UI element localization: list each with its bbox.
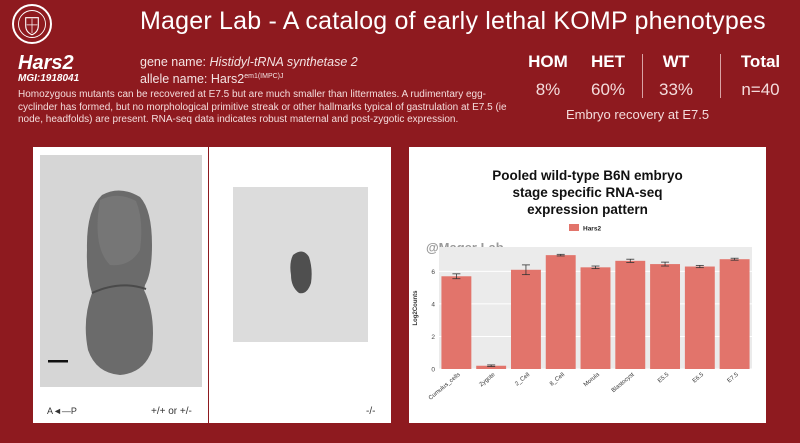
genotype-wildtype-label: +/+ or +/- <box>151 406 192 417</box>
phenotype-description: Homozygous mutants can be recovered at E… <box>18 89 507 125</box>
x-tick-label: E5.5 <box>657 372 671 385</box>
mutant-embryo-photo <box>233 187 368 342</box>
stat-header-hom: HOM <box>528 52 568 71</box>
stat-divider <box>720 54 721 98</box>
page-title: Mager Lab - A catalog of early lethal KO… <box>140 7 766 35</box>
gene-name-value: Histidyl-tRNA synthetase 2 <box>209 55 358 69</box>
stat-value-hom: 8% <box>535 80 561 99</box>
chart-bar <box>441 276 472 369</box>
gene-symbol: Hars2 <box>18 52 74 74</box>
chart-bar <box>650 264 681 369</box>
mgi-id: MGI:1918041 <box>18 73 80 84</box>
chart-title: Pooled wild-type B6N embryo stage specif… <box>409 167 766 218</box>
embryo-images-panel: A◄—P +/+ or +/- -/- <box>33 147 391 423</box>
x-tick-label: 8_Cell <box>549 372 566 388</box>
chart-bar <box>684 266 715 369</box>
legend-label: Hars2 <box>583 226 601 233</box>
chart-bar <box>580 267 611 369</box>
wildtype-embryo-photo <box>40 155 202 387</box>
gene-name-label: gene name: <box>140 55 207 69</box>
chart-title-line: Pooled wild-type B6N embryo <box>492 168 683 183</box>
anterior-posterior-label: A◄—P <box>47 406 77 416</box>
recovery-caption: Embryo recovery at E7.5 <box>566 107 710 122</box>
allele-name-line: allele name: Hars2em1(IMPC)J <box>140 72 284 86</box>
x-tick-label: 2_Cell <box>514 372 531 388</box>
chart-bar <box>615 260 646 369</box>
allele-name-label: allele name: <box>140 72 208 86</box>
legend-swatch <box>569 224 579 231</box>
y-tick-label: 0 <box>431 367 435 374</box>
y-axis-title: Log2Counts <box>413 290 419 326</box>
x-tick-label: E7.5 <box>727 372 741 385</box>
genotype-mutant-label: -/- <box>366 406 376 417</box>
x-tick-label: Zygote <box>479 372 497 389</box>
stat-value-wt: 33% <box>658 80 694 99</box>
stat-value-het: 60% <box>590 80 626 99</box>
y-tick-label: 6 <box>431 269 435 276</box>
stat-header-wt: WT <box>662 52 690 71</box>
wildtype-embryo-image-box: A◄—P +/+ or +/- <box>33 147 209 423</box>
mutant-embryo-image-box: -/- <box>211 147 391 423</box>
chart-bar <box>476 365 507 369</box>
chart-title-line: stage specific RNA-seq <box>512 185 663 200</box>
chart-bar <box>545 255 576 369</box>
chart-bar <box>719 259 750 369</box>
x-tick-label: Blastocyst <box>611 372 636 394</box>
stat-value-total: n=40 <box>741 80 780 99</box>
gene-name-line: gene name: Histidyl-tRNA synthetase 2 <box>140 55 358 69</box>
chart-title-line: expression pattern <box>527 202 648 217</box>
x-tick-label: Cumulus_cells <box>428 372 462 402</box>
allele-name-value: Hars2 <box>210 72 245 86</box>
rnaseq-chart-panel: Pooled wild-type B6N embryo stage specif… <box>409 147 766 423</box>
university-seal-logo <box>12 4 52 44</box>
stat-header-het: HET <box>591 52 625 71</box>
chart-bar <box>510 269 541 369</box>
x-tick-label: Morula <box>583 372 601 389</box>
y-tick-label: 2 <box>431 334 435 341</box>
stat-header-total: Total <box>740 52 781 71</box>
x-tick-label: E6.5 <box>692 372 706 385</box>
expression-bar-chart: 0 2 4 6 Hars2 Log2Counts Cumulus_cells Zygote 2_… <box>413 224 752 402</box>
allele-superscript: em1(IMPC)J <box>244 72 284 80</box>
y-tick-label: 4 <box>431 301 435 308</box>
stat-divider <box>642 54 643 98</box>
